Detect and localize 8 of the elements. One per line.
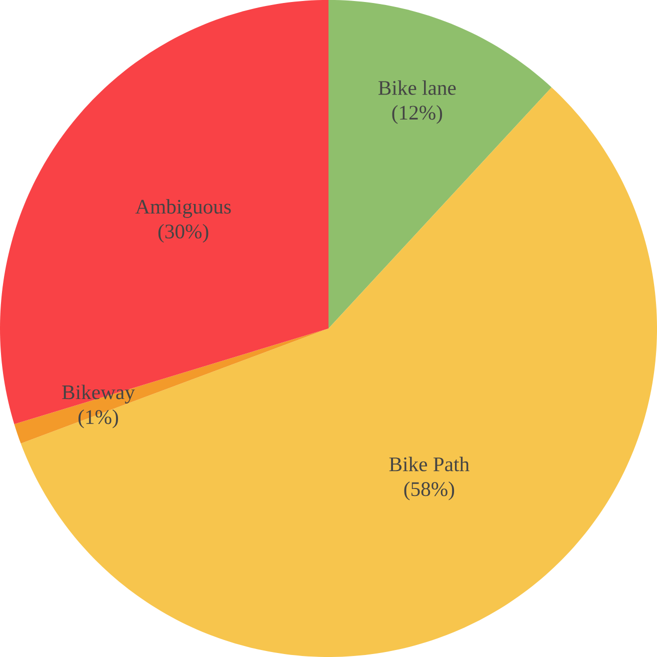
slice-label: Bikeway bbox=[62, 384, 135, 404]
slice-label: Bike lane bbox=[378, 80, 456, 95]
data-label: (1%) bbox=[78, 410, 118, 428]
data-label: (12%) bbox=[392, 105, 442, 124]
slice-label: Bike Path bbox=[389, 456, 470, 472]
slice-label: Ambiguous bbox=[135, 199, 231, 218]
data-label: (30%) bbox=[158, 224, 208, 243]
data-label: (58%) bbox=[404, 482, 454, 500]
